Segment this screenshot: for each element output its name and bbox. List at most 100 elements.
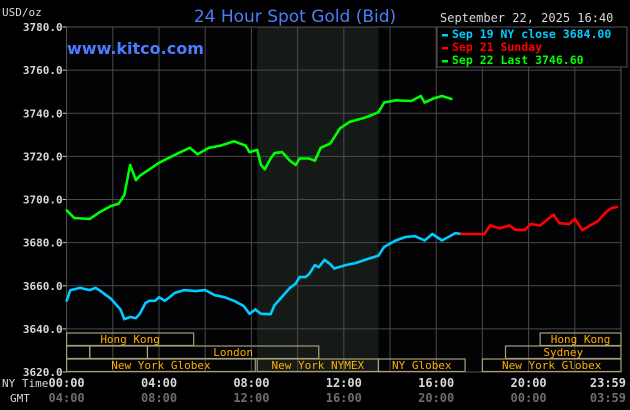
data-point xyxy=(273,151,276,155)
data-point xyxy=(513,228,517,231)
timestamp: September 22, 2025 16:40 xyxy=(440,11,613,25)
data-point xyxy=(138,312,141,315)
data-point xyxy=(404,235,407,239)
data-point xyxy=(483,232,486,236)
data-point xyxy=(148,299,151,303)
data-point xyxy=(109,204,113,208)
session-label: Hong Kong xyxy=(551,333,611,346)
data-point xyxy=(440,94,444,98)
data-point xyxy=(248,312,251,315)
data-point xyxy=(460,232,463,236)
data-point xyxy=(173,291,176,295)
data-point xyxy=(596,219,600,223)
data-point xyxy=(383,245,386,249)
session-label: Sydney xyxy=(543,346,583,359)
data-point xyxy=(69,288,72,292)
data-point xyxy=(98,288,101,292)
data-point xyxy=(138,174,141,177)
data-point xyxy=(298,157,301,160)
x-tick-label-ny: 00:00 xyxy=(49,376,85,390)
data-point xyxy=(263,168,267,171)
legend-label: Sep 21 Sunday xyxy=(452,40,542,54)
legend-swatch xyxy=(442,60,448,63)
data-point xyxy=(454,231,457,235)
data-point xyxy=(94,286,97,290)
session-label: NY Globex xyxy=(392,359,452,372)
y-tick-label: 3660.0 xyxy=(23,280,63,293)
data-point xyxy=(433,96,436,100)
data-point xyxy=(538,224,542,227)
data-point xyxy=(188,146,191,149)
data-point xyxy=(123,317,126,321)
x-tick-label-ny: 16:00 xyxy=(418,376,454,390)
x-tick-label-gmt: 12:00 xyxy=(233,391,269,405)
data-point xyxy=(298,275,301,279)
data-point xyxy=(288,286,292,290)
data-point xyxy=(307,157,311,160)
session-box xyxy=(65,358,256,373)
y-tick-label: 3780.0 xyxy=(23,21,63,34)
data-point xyxy=(419,94,422,98)
data-point xyxy=(269,157,272,160)
session-label: New York Globex xyxy=(111,359,211,372)
session-box xyxy=(481,358,622,373)
data-point xyxy=(615,205,619,209)
data-point xyxy=(117,202,120,206)
data-point xyxy=(128,315,132,319)
legend-swatch xyxy=(442,34,448,37)
data-point xyxy=(269,313,272,316)
data-point xyxy=(223,295,226,299)
data-point xyxy=(604,211,607,214)
x-tick-label-ny: 08:00 xyxy=(233,376,269,390)
data-point xyxy=(440,239,444,242)
chart-title: 24 Hour Spot Gold (Bid) xyxy=(194,7,396,27)
x-axis-label-ny-time: NY Time xyxy=(2,377,48,390)
data-point xyxy=(173,153,176,157)
data-point xyxy=(65,209,68,212)
data-point xyxy=(196,153,199,156)
session-label: New York Globex xyxy=(502,359,602,372)
data-point xyxy=(377,254,380,257)
x-tick-label-gmt: 16:00 xyxy=(326,391,362,405)
x-tick-label-ny: 20:00 xyxy=(511,376,547,390)
data-point xyxy=(248,150,251,154)
data-point xyxy=(65,299,68,303)
data-point xyxy=(529,222,532,226)
legend-label: Sep 22 Last 3746.60 xyxy=(452,53,584,67)
data-point xyxy=(213,294,217,297)
x-tick-label-gmt: 03:59 xyxy=(590,391,626,405)
data-point xyxy=(338,127,342,130)
data-point xyxy=(329,142,332,145)
data-point xyxy=(409,99,413,103)
data-point xyxy=(204,288,207,292)
y-tick-label: 3620.0 xyxy=(23,366,63,379)
data-point xyxy=(288,159,292,162)
data-point xyxy=(354,261,357,265)
session-label: New York NYMEX xyxy=(271,359,364,372)
x-tick-label-gmt: 08:00 xyxy=(141,391,177,405)
data-point xyxy=(413,234,417,238)
session-label: London xyxy=(213,346,253,359)
data-point xyxy=(567,222,571,226)
data-point xyxy=(88,217,91,221)
data-point xyxy=(377,110,380,114)
data-point xyxy=(103,293,107,296)
data-point xyxy=(128,163,132,167)
series-line-0 xyxy=(65,231,462,321)
x-tick-label-gmt: 00:00 xyxy=(511,391,547,405)
data-point xyxy=(109,297,113,300)
data-point xyxy=(317,266,320,269)
legend-label: Sep 19 NY close 3684.00 xyxy=(452,27,611,41)
data-point xyxy=(113,301,116,305)
x-axis-label-gmt: GMT xyxy=(10,392,30,405)
data-point xyxy=(244,144,247,147)
data-point xyxy=(73,216,76,220)
x-tick-label-ny: 23:59 xyxy=(590,376,626,390)
y-tick-label: 3740.0 xyxy=(23,107,63,120)
data-point xyxy=(423,239,426,242)
data-point xyxy=(255,148,259,152)
data-point xyxy=(163,299,166,303)
data-point xyxy=(78,286,82,290)
data-point xyxy=(153,299,157,303)
